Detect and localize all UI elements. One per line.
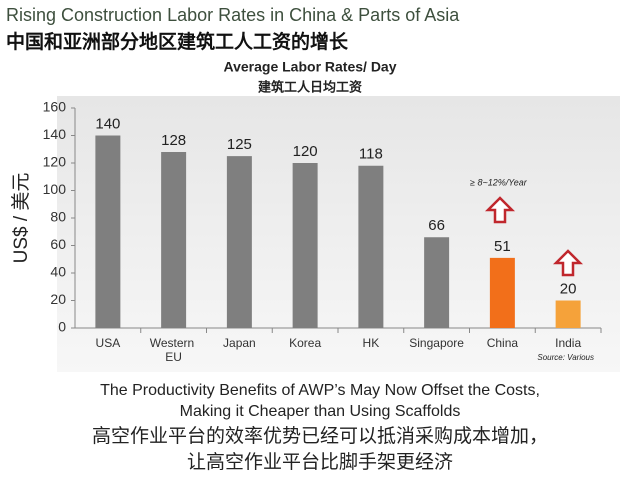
header: Rising Construction Labor Rates in China…	[6, 5, 460, 25]
y-tick-label: 140	[43, 126, 67, 142]
bar	[95, 135, 121, 328]
bar	[292, 163, 318, 328]
y-tick-label: 80	[50, 209, 66, 225]
up-arrow	[484, 196, 516, 224]
value-label: 120	[293, 143, 318, 160]
y-tick-label: 100	[43, 181, 67, 197]
bar	[555, 300, 581, 328]
header-cn: 中国和亚洲部分地区建筑工人工资的增长	[6, 30, 349, 53]
footer-line: Making it Cheaper than Using Scaffolds	[180, 403, 461, 420]
y-tick-label: 60	[50, 236, 66, 252]
footer-line: The Productivity Benefits of AWP’s May N…	[100, 382, 540, 399]
up-arrow	[552, 249, 584, 277]
bar	[424, 237, 450, 328]
y-axis-label: US$ / 美元	[10, 173, 32, 264]
y-tick-label: 20	[50, 291, 66, 307]
y-tick-label: 160	[43, 99, 67, 115]
x-tick-label: Western EU	[150, 336, 198, 364]
bar	[489, 257, 515, 328]
x-tick-label: USA	[96, 336, 121, 350]
value-label: 140	[95, 115, 120, 132]
x-tick-label: China	[487, 336, 519, 350]
y-tick-label: 120	[43, 154, 67, 170]
x-tick-label: HK	[363, 336, 380, 350]
annotation: ≥ 8~12%/Year	[470, 177, 528, 187]
y-tick-label: 40	[50, 264, 66, 280]
x-tick-label: Korea	[289, 336, 321, 350]
x-tick-label: India	[555, 336, 581, 350]
plot-background	[57, 96, 620, 372]
value-label: 118	[359, 146, 383, 163]
chart-title: Average Labor Rates/ Day	[224, 59, 397, 75]
y-tick-label: 0	[58, 319, 66, 335]
bar	[161, 152, 187, 328]
value-label: 20	[560, 280, 577, 297]
x-tick-label: Singapore	[409, 336, 464, 350]
value-label: 125	[227, 136, 252, 153]
bar	[358, 165, 384, 328]
bar	[226, 156, 252, 328]
value-label: 128	[161, 132, 186, 149]
chart-subtitle: 建筑工人日均工资	[258, 79, 362, 94]
value-label: 66	[428, 217, 445, 234]
footer-line: 让高空作业平台比脚手架更经济	[187, 451, 453, 473]
source: Source: Various	[537, 353, 594, 362]
x-tick-label: Japan	[223, 336, 256, 350]
footer-line: 高空作业平台的效率优势已经可以抵消采购成本增加，	[92, 425, 548, 447]
value-label: 51	[494, 238, 511, 255]
